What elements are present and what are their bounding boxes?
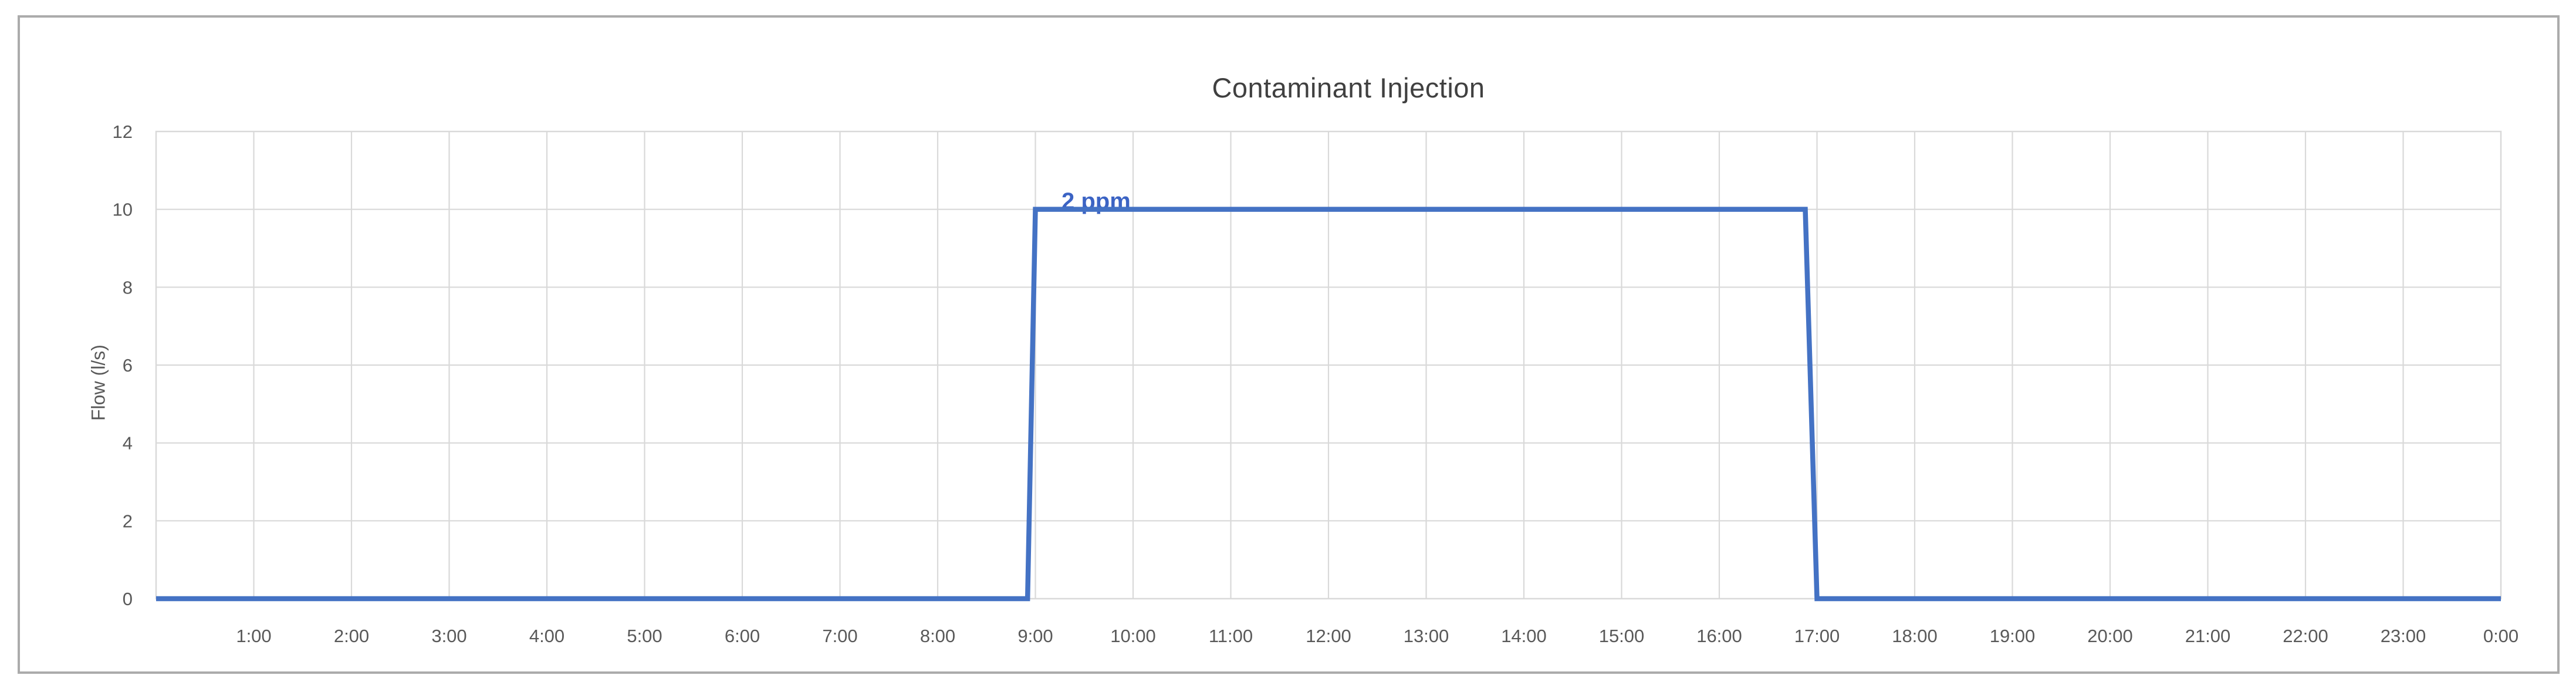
y-tick-label: 4: [123, 433, 133, 454]
y-tick-label: 0: [123, 589, 133, 609]
x-tick-label: 22:00: [2283, 626, 2328, 646]
x-tick-label: 15:00: [1599, 626, 1645, 646]
x-tick-label: 13:00: [1404, 626, 1449, 646]
y-tick-label: 6: [123, 355, 133, 376]
y-axis-tick-labels: 0 2 4 6 8 10 12: [113, 121, 133, 609]
x-tick-label: 0:00: [2483, 626, 2518, 646]
x-tick-label: 9:00: [1017, 626, 1053, 646]
x-tick-label: 1:00: [236, 626, 271, 646]
x-tick-label: 12:00: [1306, 626, 1351, 646]
x-axis-tick-labels: 1:00 2:00 3:00 4:00 5:00 6:00 7:00 8:00 9:00 10:0…: [236, 626, 2518, 646]
x-tick-label: 19:00: [1990, 626, 2036, 646]
chart-title: Contaminant Injection: [1212, 72, 1485, 103]
x-tick-label: 23:00: [2381, 626, 2426, 646]
plot-border: [155, 130, 2502, 600]
y-tick-label: 10: [113, 200, 133, 220]
x-tick-label: 8:00: [920, 626, 955, 646]
x-tick-label: 21:00: [2185, 626, 2231, 646]
x-tick-label: 5:00: [627, 626, 662, 646]
x-tick-label: 17:00: [1794, 626, 1840, 646]
x-tick-label: 11:00: [1209, 626, 1253, 646]
y-tick-label: 12: [113, 121, 133, 142]
x-tick-label: 16:00: [1696, 626, 1742, 646]
series-line-injection: [156, 207, 2501, 602]
x-tick-label: 18:00: [1892, 626, 1938, 646]
y-tick-label: 8: [123, 277, 133, 298]
x-tick-label: 7:00: [822, 626, 857, 646]
x-tick-label: 4:00: [529, 626, 564, 646]
x-tick-label: 6:00: [725, 626, 760, 646]
x-tick-label: 20:00: [2087, 626, 2133, 646]
chart-frame: Contaminant Injection Flow (l/s) 2 ppm: [18, 15, 2560, 674]
x-tick-label: 2:00: [334, 626, 369, 646]
y-tick-label: 2: [123, 511, 133, 531]
x-tick-label: 10:00: [1110, 626, 1156, 646]
x-tick-label: 14:00: [1501, 626, 1547, 646]
x-tick-label: 3:00: [431, 626, 466, 646]
